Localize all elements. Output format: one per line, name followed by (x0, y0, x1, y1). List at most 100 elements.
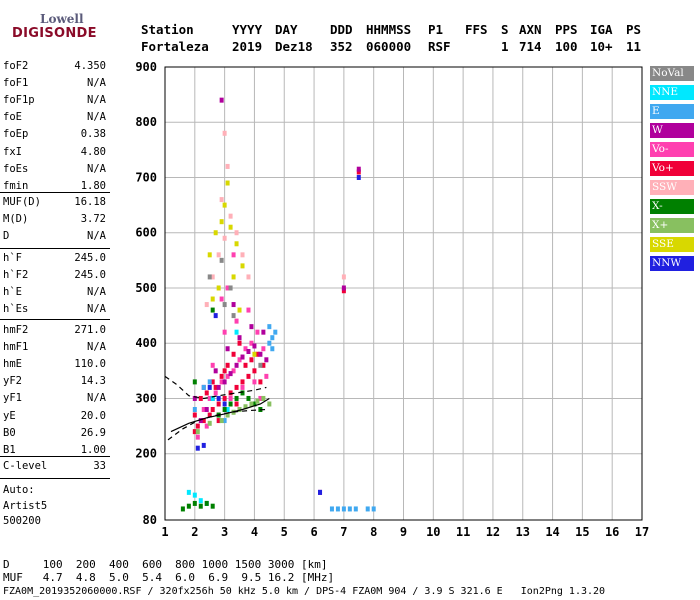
x-tick-label: 9 (400, 525, 407, 539)
data-point-vo (237, 340, 242, 346)
param-row-foep: foEp 0.38 (3, 128, 106, 140)
param-row-fxi: fxI 4.80 (3, 146, 106, 158)
header-value-hhmmss: 060000 (366, 39, 412, 54)
data-point-ssw (234, 230, 239, 236)
data-point-nne (234, 329, 239, 335)
x-tick-label: 8 (370, 525, 377, 539)
param-value: 16.18 (74, 196, 106, 208)
param-name: foEs (3, 162, 29, 175)
header-value-ddd: 352 (330, 39, 353, 54)
data-point-x (204, 500, 209, 506)
data-point-vo (210, 362, 215, 368)
data-point-vo (219, 296, 224, 302)
data-point-ssw (222, 130, 227, 136)
param-value: 20.0 (80, 409, 106, 422)
data-point-x (210, 503, 215, 509)
legend-item-ssw: SSW (650, 180, 694, 195)
data-point-w (198, 418, 203, 424)
data-point-sse (252, 351, 257, 357)
data-point-ssw (204, 302, 209, 308)
param-name: B1 (3, 443, 16, 456)
param-row-hf: h`F 245.0 (3, 252, 106, 264)
header-label-station: Station (141, 22, 194, 37)
param-name: hmE (3, 358, 22, 371)
param-row-ye: yE 20.0 (3, 410, 106, 422)
param-name: foE (3, 111, 22, 124)
data-point-sse (231, 274, 236, 280)
data-point-x (192, 500, 197, 506)
param-value: 1.80 (80, 179, 106, 192)
param-name: foF1 (3, 77, 29, 90)
param-row-hme: hmE 110.0 (3, 358, 106, 370)
param-value: 4.350 (74, 60, 106, 72)
header-label-axn: AXN (519, 22, 542, 37)
data-point-vo (225, 362, 230, 368)
param-name: h`F2 (3, 269, 29, 282)
header-label-hhmmss: HHMMSS (366, 22, 412, 37)
data-point-w (264, 357, 269, 363)
data-point-ssw (225, 163, 230, 169)
param-value: 4.80 (80, 145, 106, 158)
y-tick-label: 300 (135, 391, 157, 405)
data-point-e (371, 506, 376, 512)
data-point-vo (249, 357, 254, 363)
auto-scaling-text: Auto: (3, 484, 35, 496)
data-point-ssw (246, 274, 251, 280)
data-point-vo (234, 318, 239, 324)
separator-line (0, 456, 110, 457)
data-point-vo (225, 373, 230, 379)
data-point-x (246, 395, 251, 401)
data-point-vo (231, 252, 236, 258)
data-point-vo (225, 285, 230, 291)
data-point-vo (210, 407, 215, 413)
data-point-vo (228, 390, 233, 396)
data-point-e (270, 346, 275, 352)
param-value: 245.0 (74, 252, 106, 264)
data-point-vo (243, 362, 248, 368)
header-label-ffs: FFS (465, 22, 488, 37)
x-tick-label: 7 (340, 525, 347, 539)
separator-line (0, 319, 110, 320)
data-point-nne (186, 489, 191, 495)
param-name: yF2 (3, 375, 22, 388)
param-row-he: h`E N/A (3, 286, 106, 298)
data-point-noval (228, 285, 233, 291)
data-point-e (270, 335, 275, 341)
data-point-x (255, 398, 260, 404)
data-point-vo (258, 379, 263, 385)
data-point-sse (207, 252, 212, 258)
legend-item-e: E (650, 104, 694, 119)
data-point-w (261, 329, 266, 335)
x-tick-label: 15 (575, 525, 589, 539)
param-value: 3.72 (80, 213, 106, 226)
data-point-vo (213, 390, 218, 396)
param-row-fof2: foF2 4.350 (3, 60, 106, 72)
data-point-sse (210, 296, 215, 302)
x-tick-label: 17 (635, 525, 649, 539)
data-point-vo (195, 423, 200, 429)
data-point-x (237, 407, 242, 413)
param-name: foEp (3, 128, 29, 141)
param-row-hmf2: hmF2 271.0 (3, 324, 106, 336)
data-point-vo (204, 390, 209, 396)
data-point-nnw (216, 395, 221, 401)
logo-lowell: Lowell (40, 12, 84, 26)
legend-item-noval: NoVal (650, 66, 694, 81)
data-point-x (261, 395, 266, 401)
data-point-vo (258, 395, 263, 401)
data-point-w (216, 384, 221, 390)
auto-scaling-text: 500200 (3, 515, 41, 527)
param-value: N/A (87, 303, 106, 316)
param-value: N/A (87, 286, 106, 299)
separator-line (0, 478, 110, 479)
data-point-sse (240, 263, 245, 269)
data-point-vo (201, 407, 206, 413)
data-point-ssw (240, 252, 245, 258)
header-value-ps: 11 (626, 39, 642, 54)
x-tick-label: 14 (545, 525, 559, 539)
data-point-w (204, 407, 209, 413)
y-tick-label: 400 (135, 336, 157, 350)
legend-item-x: X+ (650, 218, 694, 233)
data-point-w (213, 368, 218, 374)
x-tick-label: 10 (426, 525, 440, 539)
